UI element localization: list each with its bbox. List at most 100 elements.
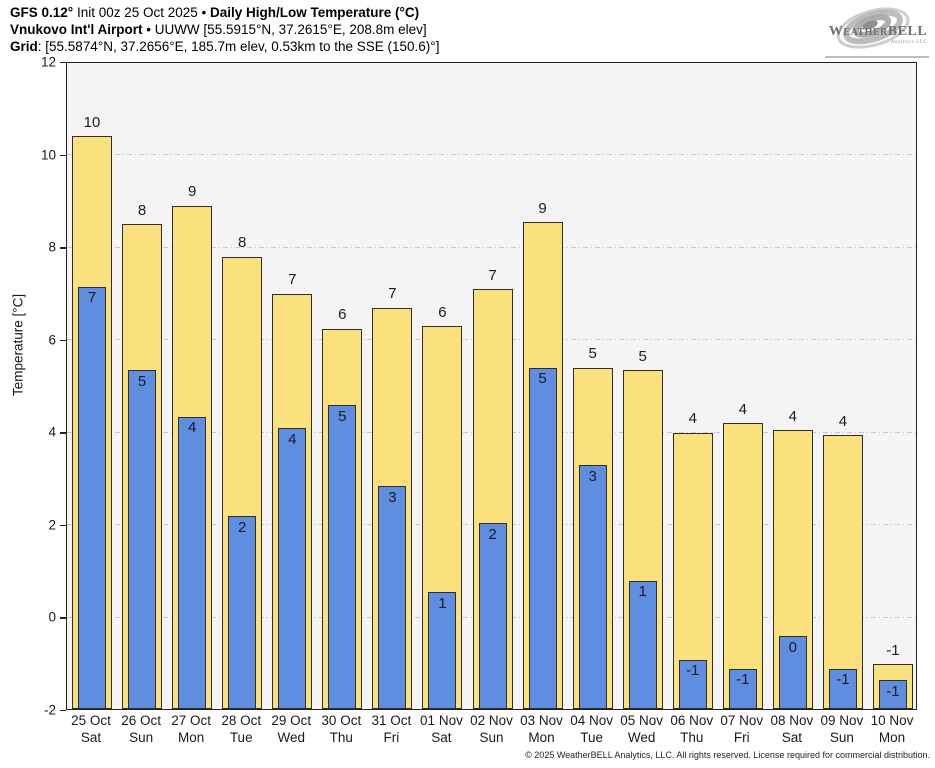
- temperature-chart: Temperature [°C] 10 7 8 5 9 4 8 2 7 4 6 5 7 3 6 1 7 2 9 5 5 3…: [11, 55, 917, 745]
- x-tick-day: Fri: [383, 729, 400, 745]
- x-tick-label: 03 Nov Mon: [512, 713, 572, 746]
- x-tick-day: Thu: [329, 729, 353, 745]
- x-tick-day: Thu: [680, 729, 704, 745]
- x-tick-day: Mon: [878, 729, 906, 745]
- x-tick-day: Sat: [80, 729, 102, 745]
- y-tick-mark: [60, 432, 66, 434]
- high-value-label: 7: [388, 285, 397, 303]
- high-bar: [822, 435, 863, 709]
- x-tick-day: Sat: [781, 729, 802, 745]
- y-axis-title-text: Temperature [°C]: [10, 293, 26, 396]
- y-tick-mark: [60, 247, 66, 249]
- station-name: Vnukovo Int'l Airport: [10, 22, 143, 37]
- x-tick-date: 04 Nov: [570, 713, 613, 728]
- low-value-label: 5: [137, 372, 147, 390]
- low-value-label: 4: [187, 419, 197, 437]
- low-bar: [228, 516, 257, 709]
- x-tick-day: Wed: [627, 729, 656, 745]
- y-tick-mark: [60, 339, 66, 342]
- model-name: GFS 0.12°: [10, 5, 74, 20]
- high-value-label: 6: [338, 306, 347, 324]
- init-time: Init 00z 25 Oct 2025 •: [73, 5, 210, 20]
- high-value-label: 7: [488, 266, 497, 284]
- x-tick-date: 29 Oct: [271, 713, 312, 728]
- x-tick-label: 09 Nov Sun: [812, 713, 872, 746]
- x-tick-label: 26 Oct Sun: [111, 713, 171, 746]
- high-value-label: 7: [288, 271, 297, 289]
- x-tick-day: Sun: [829, 729, 854, 745]
- x-tick-day: Wed: [277, 729, 305, 745]
- x-tick-label: 28 Oct Tue: [211, 713, 271, 746]
- y-tick-label: 8: [48, 239, 56, 255]
- low-value-label: 2: [488, 525, 497, 543]
- y-tick-mark: [60, 62, 66, 64]
- low-value-label: 1: [438, 594, 447, 612]
- x-tick-date: 25 Oct: [71, 713, 111, 728]
- x-tick-date: 30 Oct: [321, 713, 362, 728]
- plot-area: 10 7 8 5 9 4 8 2 7 4 6 5 7 3 6 1 7 2 9 5 5 3 5 1 4 -1 4 -1 4 0 4 -1 -1 -1: [66, 62, 917, 710]
- header-line-model: GFS 0.12° Init 00z 25 Oct 2025 • Daily H…: [10, 4, 439, 21]
- x-tick-label: 01 Nov Sat: [411, 713, 471, 746]
- high-value-label: 4: [738, 401, 747, 419]
- x-tick-date: 02 Nov: [470, 713, 513, 728]
- station-coords: • UUWW [55.5915°N, 37.2615°E, 208.8m ele…: [142, 22, 427, 37]
- y-tick-label: 4: [48, 424, 56, 440]
- high-value-label: -1: [886, 641, 900, 659]
- high-value-label: 8: [137, 202, 147, 219]
- x-tick-label: 25 Oct Sat: [61, 713, 121, 746]
- high-value-label: 10: [83, 114, 101, 132]
- low-bar: [578, 465, 607, 709]
- low-bar: [678, 659, 707, 709]
- low-bar: [278, 428, 307, 709]
- high-value-label: 6: [438, 303, 447, 321]
- y-tick-label: 12: [40, 54, 56, 70]
- high-value-label: 5: [588, 345, 597, 363]
- y-tick-mark: [60, 617, 66, 619]
- low-value-label: 3: [588, 467, 597, 485]
- y-tick-label: -2: [43, 702, 56, 718]
- low-bar: [378, 485, 407, 709]
- low-value-label: -1: [836, 671, 850, 689]
- weatherbell-logo: WeatherBELL Analytics LLC: [823, 2, 933, 58]
- x-tick-label: 05 Nov Wed: [612, 713, 672, 746]
- high-value-label: 9: [187, 183, 197, 201]
- y-tick-mark: [60, 154, 66, 156]
- low-value-label: -1: [736, 671, 750, 689]
- low-value-label: 1: [638, 583, 647, 601]
- low-bar: [728, 668, 757, 709]
- low-bar: [628, 580, 657, 709]
- y-tick-label: 10: [40, 147, 56, 163]
- copyright-text: © 2025 WeatherBELL Analytics, LLC. All r…: [525, 750, 930, 760]
- x-tick-date: 08 Nov: [770, 713, 814, 728]
- x-tick-date: 07 Nov: [720, 713, 764, 728]
- gridline-8: [67, 246, 916, 248]
- high-value-label: 9: [538, 199, 547, 217]
- low-bar: [778, 636, 807, 709]
- header-line-grid: Grid: [55.5874°N, 37.2656°E, 185.7m elev…: [10, 38, 439, 55]
- low-bar: [78, 286, 107, 709]
- logo-text: WeatherBELL: [829, 24, 927, 39]
- x-tick-label: 04 Nov Tue: [562, 713, 622, 746]
- gridline-10: [67, 154, 916, 156]
- y-tick-mark: [60, 710, 66, 712]
- low-bar: [178, 416, 207, 709]
- low-bar: [478, 522, 507, 709]
- x-tick-date: 05 Nov: [620, 713, 664, 728]
- x-tick-day: Sun: [479, 729, 504, 745]
- chart-header: GFS 0.12° Init 00z 25 Oct 2025 • Daily H…: [10, 4, 439, 55]
- header-line-station: Vnukovo Int'l Airport • UUWW [55.5915°N,…: [10, 21, 439, 38]
- y-tick-label: 0: [48, 609, 56, 625]
- grid-label: Grid: [10, 39, 38, 54]
- x-tick-label: 10 Nov Mon: [862, 713, 922, 746]
- x-tick-date: 09 Nov: [820, 713, 864, 728]
- x-tick-day: Tue: [580, 729, 603, 745]
- x-tick-label: 27 Oct Mon: [161, 713, 221, 746]
- x-tick-label: 29 Oct Wed: [261, 713, 321, 746]
- x-tick-date: 26 Oct: [121, 713, 161, 728]
- low-value-label: 4: [288, 430, 297, 448]
- weatherbell-logo-graphic: WeatherBELL Analytics LLC: [829, 7, 927, 49]
- x-tick-label: 07 Nov Fri: [712, 713, 772, 746]
- x-tick-label: 08 Nov Sat: [762, 713, 822, 746]
- low-value-label: 5: [338, 407, 347, 425]
- low-bar: [128, 370, 157, 709]
